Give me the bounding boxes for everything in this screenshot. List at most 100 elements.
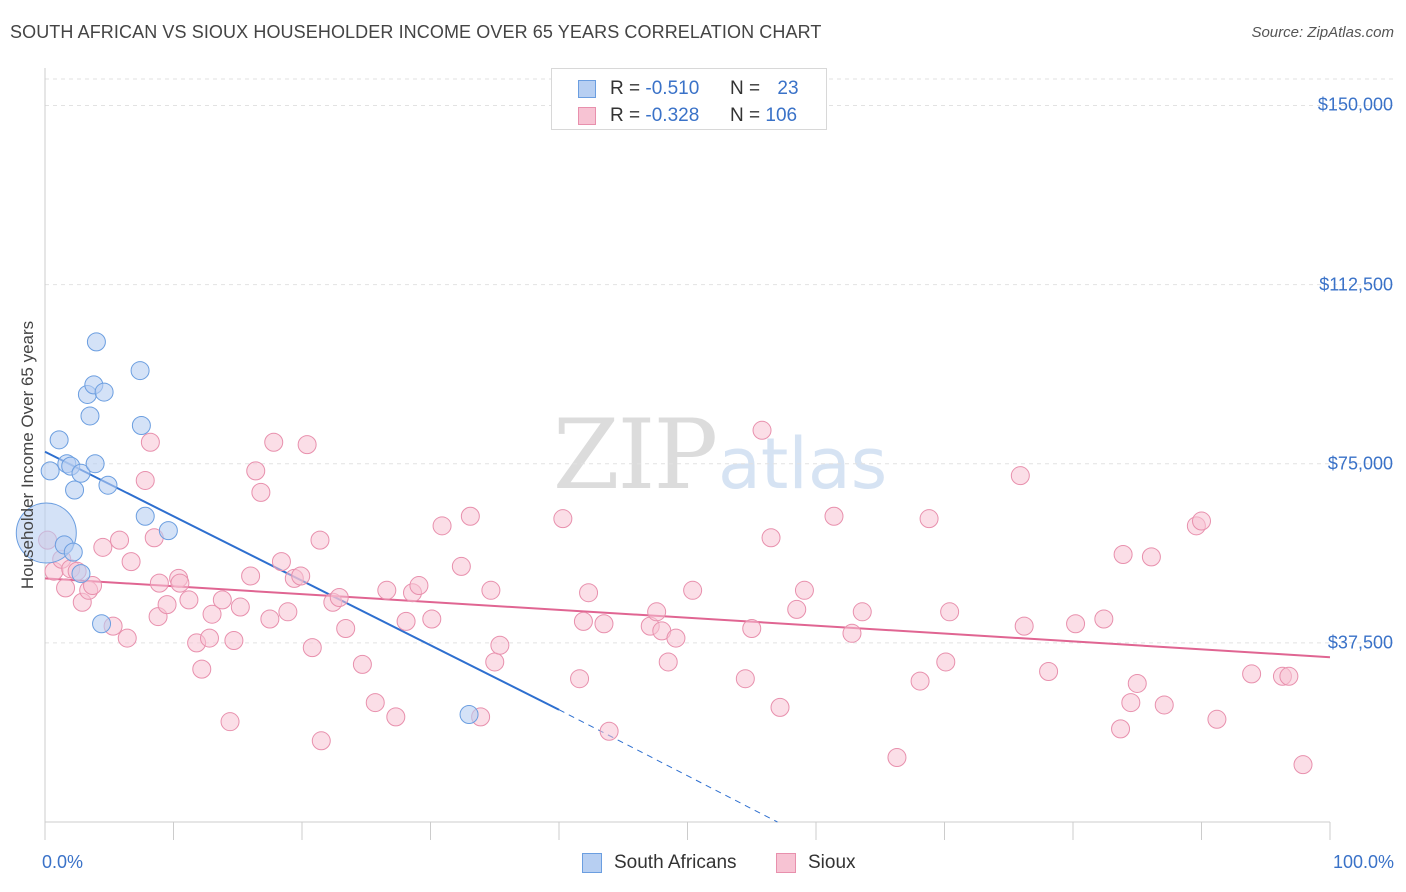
sioux-point	[1014, 616, 1034, 636]
south-africans-point	[49, 430, 69, 450]
sioux-point	[157, 595, 177, 615]
sioux-point	[1111, 719, 1131, 739]
sioux-point	[396, 611, 416, 631]
sioux-point	[683, 580, 703, 600]
south-africans-point	[94, 382, 114, 402]
sioux-point	[422, 609, 442, 629]
sioux-point	[432, 516, 452, 536]
sioux-point	[579, 583, 599, 603]
sioux-point	[170, 573, 190, 593]
sioux-point	[246, 461, 266, 481]
sioux-point	[599, 721, 619, 741]
sioux-point	[742, 619, 762, 639]
sioux-point	[1039, 662, 1059, 682]
legend-r: R = -0.328	[610, 105, 700, 126]
south-africans-point	[40, 461, 60, 481]
sioux-point	[1121, 693, 1141, 713]
y-axis-label: Householder Income Over 65 years	[18, 320, 37, 590]
sioux-point	[647, 602, 667, 622]
sioux-point	[842, 623, 862, 643]
sioux-trend-line	[44, 577, 1331, 659]
legend-row-sioux: R = -0.328 N = 106	[552, 102, 826, 128]
sioux-point	[735, 669, 755, 689]
sioux-point	[658, 652, 678, 672]
sioux-point	[553, 509, 573, 529]
sioux-point	[121, 552, 141, 572]
sioux-point	[199, 628, 219, 648]
x-tick-label-max: 100.0%	[1332, 852, 1394, 872]
sioux-point	[110, 530, 130, 550]
south-africans-point	[85, 454, 105, 474]
sioux-point	[224, 630, 244, 650]
south-africans-point	[71, 463, 91, 483]
sioux-point	[220, 712, 240, 732]
sioux-point	[310, 530, 330, 550]
sioux-point	[1154, 695, 1174, 715]
sioux-point	[271, 552, 291, 572]
sioux-point	[93, 537, 113, 557]
sioux-point	[887, 748, 907, 768]
sioux-point	[460, 506, 480, 526]
sioux-point	[761, 528, 781, 548]
sioux-point	[149, 573, 169, 593]
sioux-point	[311, 731, 331, 751]
sioux-point	[1141, 547, 1161, 567]
sioux-point	[1192, 511, 1211, 531]
sioux-point	[919, 509, 939, 529]
sioux-point	[824, 506, 844, 526]
south-africans-point	[98, 475, 118, 495]
source-label: Source: ZipAtlas.com	[1251, 24, 1394, 41]
y-tick-label: $150,000	[1317, 94, 1393, 115]
sioux-point	[451, 556, 471, 576]
south-africans-swatch	[582, 853, 602, 873]
sioux-point	[481, 580, 501, 600]
chart-title: SOUTH AFRICAN VS SIOUX HOUSEHOLDER INCOM…	[10, 22, 822, 42]
south-africans-point	[92, 614, 112, 634]
sioux-point	[409, 576, 429, 596]
sioux-point	[140, 432, 160, 452]
sioux-point	[1293, 755, 1313, 775]
y-tick-label: $37,500	[1327, 632, 1393, 653]
sioux-point	[485, 652, 505, 672]
sioux-point	[1094, 609, 1114, 629]
sioux-point	[1066, 614, 1086, 634]
y-tick-label: $112,500	[1319, 274, 1393, 295]
sioux-point	[936, 652, 956, 672]
grid-lines	[45, 78, 1395, 644]
sioux-point	[852, 602, 872, 622]
legend-r: R = -0.510	[610, 78, 700, 99]
sioux-point	[666, 628, 686, 648]
sioux-point	[1127, 673, 1147, 693]
sioux-point	[1010, 466, 1030, 486]
legend-n-value: 106	[765, 105, 798, 126]
south-africans-point	[459, 705, 479, 725]
sioux-point	[377, 580, 397, 600]
south-africans-point	[65, 480, 85, 500]
sioux-point	[794, 580, 814, 600]
sioux-point	[787, 599, 807, 619]
sioux-point	[241, 566, 261, 586]
south-africans-point	[130, 361, 150, 381]
south-africans-point	[86, 332, 106, 352]
south-africans-point	[63, 542, 83, 562]
south-africans-point	[158, 521, 178, 541]
sioux-point	[179, 590, 199, 610]
sioux-point	[230, 597, 250, 617]
sioux-swatch	[776, 853, 796, 873]
sioux-point	[336, 619, 356, 639]
sioux-point	[329, 587, 349, 607]
sioux-points	[38, 420, 1313, 775]
south-africans-point	[135, 506, 155, 526]
sioux-point	[83, 576, 103, 596]
legend-r-value: -0.510	[645, 78, 700, 99]
sioux-point	[770, 697, 790, 717]
sioux-point	[365, 693, 385, 713]
sioux-point	[260, 609, 280, 629]
legend-n: N = 106	[730, 105, 798, 126]
sioux-point	[1207, 709, 1227, 729]
correlation-legend: R = -0.510 N = 23 R = -0.328 N = 106	[551, 68, 827, 130]
sioux-point	[352, 654, 372, 674]
sioux-point	[135, 470, 155, 490]
sioux-point	[490, 635, 510, 655]
